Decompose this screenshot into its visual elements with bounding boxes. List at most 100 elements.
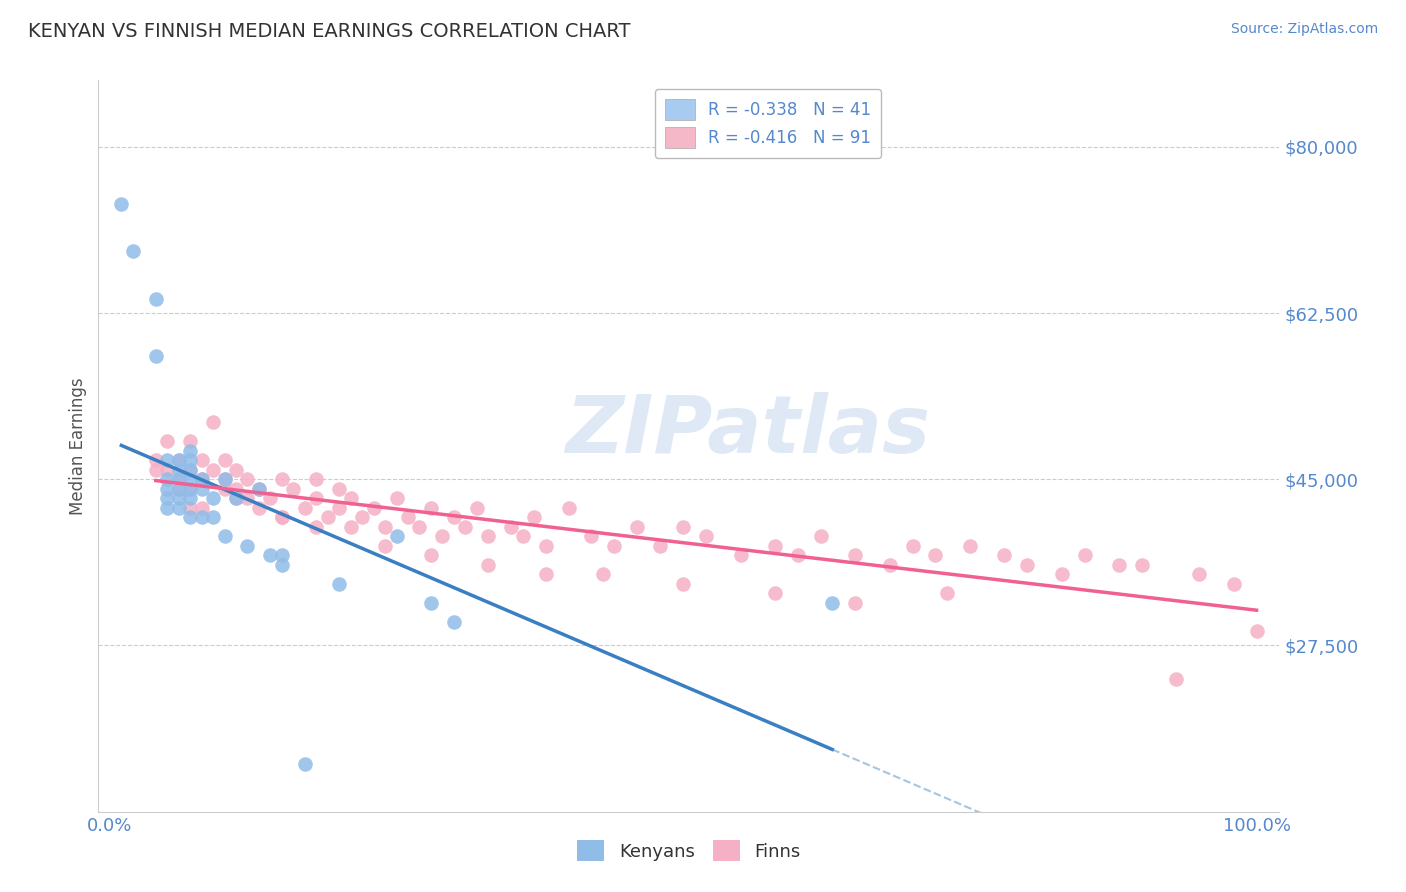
Point (236, 472, 259, 486)
Point (179, 482, 201, 496)
Point (557, 500, 579, 515)
Point (420, 548, 443, 562)
Point (305, 491, 328, 506)
Point (420, 596, 443, 610)
Point (512, 529, 534, 543)
Point (145, 463, 167, 477)
Point (167, 482, 190, 496)
Point (443, 615, 465, 629)
Point (121, 244, 143, 259)
Point (214, 472, 236, 486)
Point (465, 500, 488, 515)
Point (145, 453, 167, 467)
Point (190, 500, 212, 515)
Point (1222, 576, 1244, 591)
Point (156, 453, 179, 467)
Point (603, 539, 626, 553)
Point (190, 453, 212, 467)
Point (763, 539, 786, 553)
Point (214, 529, 236, 543)
Point (1050, 567, 1073, 582)
Point (730, 548, 752, 562)
Point (259, 491, 281, 506)
Y-axis label: Median Earnings: Median Earnings (69, 377, 87, 515)
Point (844, 596, 866, 610)
Point (1073, 548, 1095, 562)
Point (1108, 558, 1130, 572)
Point (259, 548, 281, 562)
Point (190, 472, 212, 486)
Point (190, 510, 212, 524)
Point (786, 548, 808, 562)
Point (156, 472, 179, 486)
Point (454, 520, 477, 534)
Point (1130, 558, 1153, 572)
Point (247, 482, 270, 496)
Point (179, 472, 201, 486)
Point (935, 586, 957, 600)
Point (695, 529, 717, 543)
Point (420, 500, 443, 515)
Point (305, 472, 328, 486)
Point (328, 482, 350, 496)
Point (145, 349, 167, 363)
Point (316, 510, 339, 524)
Point (901, 539, 924, 553)
Point (339, 491, 361, 506)
Point (844, 548, 866, 562)
Point (270, 472, 292, 486)
Point (167, 482, 190, 496)
Point (626, 520, 648, 534)
Point (156, 434, 179, 449)
Point (879, 558, 901, 572)
Point (328, 576, 350, 591)
Point (167, 472, 190, 486)
Point (167, 453, 190, 467)
Point (202, 491, 225, 506)
Point (167, 500, 190, 515)
Point (672, 576, 695, 591)
Point (374, 520, 396, 534)
Point (202, 415, 225, 429)
Point (385, 491, 408, 506)
Legend: Kenyans, Finns: Kenyans, Finns (569, 833, 808, 869)
Point (432, 529, 454, 543)
Point (167, 472, 190, 486)
Point (534, 539, 557, 553)
Point (179, 463, 201, 477)
Point (821, 596, 844, 610)
Point (650, 539, 672, 553)
Point (225, 491, 247, 506)
Point (225, 463, 247, 477)
Point (214, 453, 236, 467)
Point (179, 482, 201, 496)
Point (145, 292, 167, 306)
Point (1166, 672, 1188, 686)
Point (363, 500, 385, 515)
Point (247, 500, 270, 515)
Point (179, 500, 201, 515)
Point (1246, 624, 1268, 639)
Point (924, 548, 946, 562)
Point (993, 548, 1015, 562)
Point (959, 539, 981, 553)
Point (179, 453, 201, 467)
Point (156, 482, 179, 496)
Point (408, 520, 430, 534)
Point (1188, 567, 1211, 582)
Point (374, 539, 396, 553)
Point (236, 491, 259, 506)
Point (270, 510, 292, 524)
Point (214, 482, 236, 496)
Point (270, 548, 292, 562)
Point (534, 567, 557, 582)
Text: ZIPatlas: ZIPatlas (565, 392, 931, 470)
Point (294, 500, 316, 515)
Point (477, 529, 499, 543)
Point (294, 757, 316, 772)
Point (247, 482, 270, 496)
Point (156, 500, 179, 515)
Point (110, 196, 132, 211)
Point (305, 520, 328, 534)
Point (236, 539, 259, 553)
